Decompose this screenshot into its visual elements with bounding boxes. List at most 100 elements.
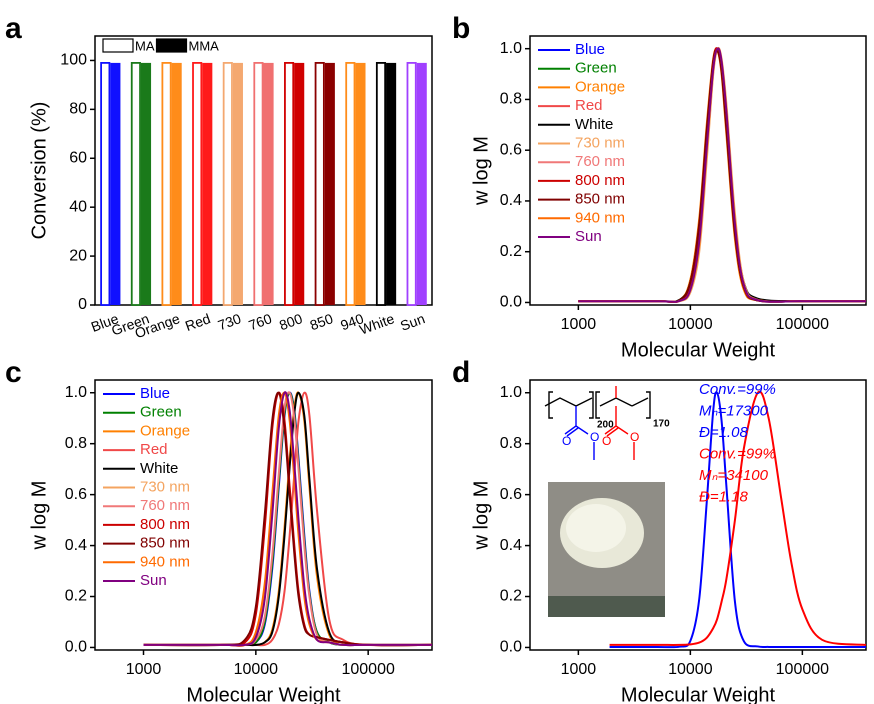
x-tick-label: 100000: [776, 661, 829, 678]
line-series: [578, 47, 866, 303]
plot-frame: [529, 35, 867, 306]
legend-label: Blue: [140, 385, 170, 402]
legend-label: 800 nm: [575, 172, 625, 189]
y-tick-label: 20: [69, 247, 87, 264]
bar: [192, 62, 203, 306]
x-tick-label: 850: [308, 310, 336, 333]
y-tick-label: 1.0: [500, 384, 522, 401]
legend-label: 850 nm: [140, 535, 190, 552]
structure-label: 200: [597, 420, 614, 431]
y-tick-label: 0.6: [65, 486, 87, 503]
y-tick-label: 0.2: [500, 588, 522, 605]
x-tick-label: 1000: [561, 661, 597, 678]
plot-frame: [94, 379, 433, 651]
bar: [406, 62, 417, 306]
annotation: Conv.=99%: [699, 445, 776, 462]
annotation: Đ=1.08: [699, 424, 748, 441]
legend-label: White: [575, 116, 613, 133]
legend-label: 940 nm: [575, 209, 625, 226]
svg-text:O: O: [562, 434, 571, 448]
x-tick-label: 10000: [668, 661, 713, 678]
x-tick-label: 100000: [776, 316, 829, 333]
legend-label: Green: [140, 404, 182, 421]
annotation: Đ=1.18: [699, 488, 748, 505]
x-tick-label: 10000: [668, 316, 713, 333]
legend-label: 850 nm: [575, 191, 625, 208]
panel: c 0.0 0.2 0.4 0.6 0.8 1.0 w log M 1000 10000 10000…: [5, 356, 433, 704]
legend-swatch: [155, 38, 188, 53]
y-tick-label: 80: [69, 101, 87, 118]
legend-label: 800 nm: [140, 516, 190, 533]
bar: [171, 62, 182, 306]
bar: [314, 62, 325, 306]
y-tick-label: 60: [69, 149, 87, 166]
legend-label: 760 nm: [140, 497, 190, 514]
svg-text:O: O: [630, 430, 639, 444]
bar: [345, 62, 356, 306]
svg-text:O: O: [602, 434, 611, 448]
legend-label: Sun: [575, 228, 602, 245]
x-tick-label: 100000: [341, 661, 394, 678]
y-axis-label: w log M: [470, 481, 492, 551]
bar: [294, 62, 305, 306]
y-tick-label: 0.6: [500, 486, 522, 503]
line-series: [143, 391, 432, 647]
bar: [263, 62, 274, 306]
x-tick-label: 760: [246, 310, 274, 333]
bar: [140, 62, 152, 306]
x-tick-label: White: [357, 310, 396, 337]
legend-label: Orange: [575, 78, 625, 95]
legend-label: White: [140, 460, 178, 477]
y-tick-label: 40: [69, 198, 87, 215]
legend-swatch: [102, 38, 134, 53]
bar: [110, 62, 121, 306]
x-tick-label: 940: [338, 310, 366, 333]
bar: [284, 62, 295, 306]
bar: [386, 62, 397, 306]
y-tick-label: 0.8: [500, 435, 522, 452]
y-tick-label: 0.6: [500, 141, 522, 158]
bar: [355, 62, 366, 306]
y-axis-label: w log M: [470, 136, 492, 206]
y-tick-label: 1.0: [500, 40, 522, 57]
y-tick-label: 0: [78, 296, 87, 313]
y-tick-label: 1.0: [65, 384, 87, 401]
line-series: [609, 390, 866, 646]
bar: [222, 62, 233, 306]
plot-frame: [529, 379, 867, 651]
svg-text:O: O: [590, 430, 599, 444]
bar: [375, 62, 387, 306]
legend-label: 940 nm: [140, 553, 190, 570]
legend-label: MMA: [189, 38, 220, 53]
legend-label: 730 nm: [575, 134, 625, 151]
x-axis-label: Molecular Weight: [621, 339, 776, 361]
panel-label: c: [5, 356, 22, 389]
x-tick-label: 10000: [234, 661, 279, 678]
bar: [232, 62, 243, 306]
bar: [100, 62, 111, 306]
y-tick-label: 0.8: [65, 435, 87, 452]
y-tick-label: 0.2: [65, 588, 87, 605]
y-tick-label: 0.4: [500, 537, 522, 554]
y-tick-label: 0.2: [500, 243, 522, 260]
bar: [416, 62, 427, 306]
structure-label: 170: [653, 419, 670, 430]
bar: [253, 62, 264, 306]
panel-label: b: [452, 12, 470, 45]
x-tick-label: 730: [216, 310, 244, 333]
bar: [130, 62, 141, 306]
annotation: Mₙ=34100: [699, 467, 769, 484]
y-tick-label: 100: [60, 52, 87, 69]
y-axis-label: w log M: [28, 481, 50, 551]
annotation: Mₙ=17300: [699, 402, 769, 419]
legend-label: Red: [140, 441, 168, 458]
y-tick-label: 0.0: [65, 639, 87, 656]
line-series: [143, 391, 432, 647]
y-tick-label: 0.8: [500, 91, 522, 108]
x-axis-label: Molecular Weight: [186, 684, 341, 704]
legend-label: Red: [575, 97, 603, 114]
y-tick-label: 0.0: [500, 639, 522, 656]
legend-label: 730 nm: [140, 478, 190, 495]
